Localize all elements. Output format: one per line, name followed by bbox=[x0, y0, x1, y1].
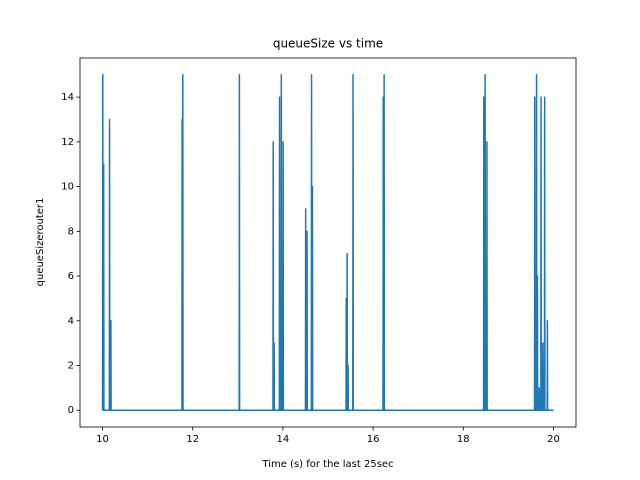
y-tick-label: 8 bbox=[68, 226, 74, 237]
y-axis-label: queueSizerouter1 bbox=[35, 198, 46, 287]
y-tick-label: 0 bbox=[68, 405, 74, 416]
x-axis-label: Time (s) for the last 25sec bbox=[261, 459, 393, 470]
x-tick-label: 16 bbox=[367, 434, 380, 445]
y-tick-label: 12 bbox=[61, 137, 74, 148]
x-tick-label: 14 bbox=[277, 434, 290, 445]
y-tick-label: 14 bbox=[61, 92, 74, 103]
y-tick-label: 4 bbox=[68, 316, 74, 327]
axes-frame bbox=[79, 57, 577, 428]
chart-title: queueSize vs time bbox=[273, 37, 383, 51]
x-tick-label: 20 bbox=[547, 434, 560, 445]
y-tick-label: 10 bbox=[61, 182, 74, 193]
x-tick-label: 10 bbox=[96, 434, 109, 445]
x-tick-label: 18 bbox=[457, 434, 470, 445]
data-line bbox=[101, 74, 554, 411]
x-tick-label: 12 bbox=[186, 434, 199, 445]
y-tick-label: 6 bbox=[68, 271, 74, 282]
y-tick-label: 2 bbox=[68, 361, 74, 372]
